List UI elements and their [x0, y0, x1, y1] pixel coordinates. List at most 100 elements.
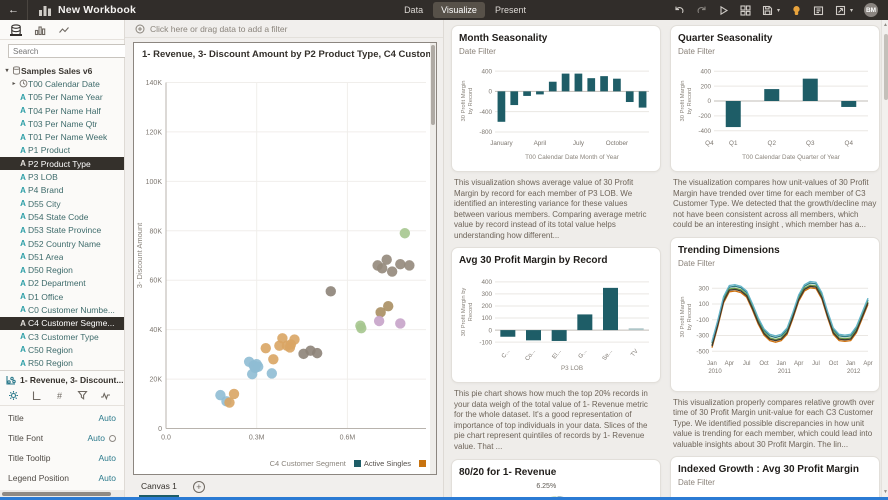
- tree-item-t01-per-name-week[interactable]: A T01 Per Name Week: [0, 130, 124, 143]
- insights-vscrollbar[interactable]: ▲ ▼: [881, 20, 888, 497]
- share-caret-icon[interactable]: ▾: [849, 7, 853, 14]
- analytics-tab-icon[interactable]: [58, 24, 70, 36]
- user-avatar[interactable]: BM: [864, 3, 878, 17]
- property-value[interactable]: Auto: [88, 433, 116, 443]
- svg-text:Oct: Oct: [829, 361, 839, 367]
- workbook-logo-icon: [38, 3, 52, 17]
- save-caret-icon[interactable]: ▾: [776, 7, 780, 14]
- property-title[interactable]: Title Auto: [0, 408, 124, 428]
- insight-card-trending-dimensions[interactable]: Trending Dimensions Date Filter 300 100 -100…: [670, 236, 880, 392]
- search-input[interactable]: [8, 44, 128, 58]
- tab-visualize[interactable]: Visualize: [433, 2, 485, 18]
- tree-item-t03-per-name-qtr[interactable]: A T03 Per Name Qtr: [0, 117, 124, 130]
- redo-icon[interactable]: [696, 5, 707, 16]
- svg-text:-100: -100: [696, 317, 709, 324]
- svg-text:January: January: [490, 140, 513, 147]
- tree-item-t05-per-name-year[interactable]: A T05 Per Name Year: [0, 91, 124, 104]
- tree-item-c50-region[interactable]: A C50 Region: [0, 343, 124, 356]
- values-tab-icon[interactable]: #: [56, 390, 62, 401]
- share-icon[interactable]: [835, 5, 846, 16]
- preview-icon[interactable]: [718, 5, 729, 16]
- svg-text:by Record: by Record: [687, 88, 693, 114]
- svg-text:0: 0: [707, 98, 711, 105]
- tree-item-d55-city[interactable]: A D55 City: [0, 197, 124, 210]
- property-value[interactable]: Auto: [98, 413, 117, 423]
- attribute-icon: A: [20, 132, 26, 142]
- tree-item-label: D50 Region: [28, 265, 73, 276]
- canvas-tab[interactable]: Canvas 1: [139, 477, 179, 497]
- svg-text:-800: -800: [479, 129, 492, 136]
- tree-item-t00-calendar-date[interactable]: ▸ T00 Calendar Date: [0, 77, 124, 90]
- view-tabs: Data Visualize Present: [396, 2, 534, 18]
- tree-item-c4-customer-segme[interactable]: A C4 Customer Segme...: [0, 316, 124, 330]
- clock-icon: [18, 79, 28, 88]
- axes-tab-icon[interactable]: [31, 390, 42, 401]
- tree-item-c3-customer-type[interactable]: A C3 Customer Type: [0, 330, 124, 343]
- expand-arrow-icon[interactable]: ▾: [5, 68, 9, 75]
- svg-text:Q4: Q4: [845, 140, 854, 147]
- svg-text:80K: 80K: [150, 228, 163, 235]
- properties-tab-icon[interactable]: [8, 390, 19, 401]
- insight-card-80-20-for-1-revenue[interactable]: 80/20 for 1- Revenue 40.17%24.01%17.39%12…: [451, 458, 661, 497]
- property-value[interactable]: Auto: [98, 473, 117, 483]
- attribute-icon: A: [20, 239, 26, 248]
- insight-card-month-seasonality[interactable]: Month Seasonality Date Filter 400 0 -400 -800…: [451, 25, 661, 172]
- tab-data[interactable]: Data: [404, 5, 424, 15]
- tree-item-p1-product[interactable]: A P1 Product: [0, 144, 124, 157]
- filter-bar[interactable]: Click here or drag data to add a filter: [125, 20, 443, 38]
- legend-item[interactable]: [419, 459, 426, 468]
- insight-card-quarter-seasonality[interactable]: Quarter Seasonality Date Filter 400 200 0 -20…: [670, 25, 880, 172]
- tree-item-d53-state-province[interactable]: A D53 State Province: [0, 224, 124, 237]
- property-value[interactable]: Auto: [98, 453, 117, 463]
- insight-card-title: Trending Dimensions: [678, 244, 780, 256]
- analytics-grammar-icon[interactable]: [100, 390, 111, 401]
- svg-text:T00 Calendar Date Quarter of Y: T00 Calendar Date Quarter of Year: [742, 154, 840, 161]
- tree-item-d52-country-name[interactable]: A D52 Country Name: [0, 237, 124, 250]
- filters-tab-icon[interactable]: [77, 390, 88, 401]
- tree-item-t04-per-name-half[interactable]: A T04 Per Name Half: [0, 104, 124, 117]
- undo-icon[interactable]: [674, 5, 685, 16]
- svg-text:2012: 2012: [847, 369, 861, 375]
- tree-item-d54-state-code[interactable]: A D54 State Code: [0, 210, 124, 223]
- date-filter-label: Date Filter: [459, 47, 496, 56]
- viz-vscrollbar[interactable]: [430, 43, 436, 474]
- auto-insights-icon[interactable]: [791, 5, 802, 16]
- insights-column-right: Quarter Seasonality Date Filter 400 200 0 -20…: [670, 25, 880, 497]
- add-canvas-icon[interactable]: +: [192, 481, 205, 493]
- property-title-font[interactable]: Title Font Auto: [0, 428, 124, 448]
- svg-text:400: 400: [700, 68, 711, 75]
- visualizations-tab-icon[interactable]: [34, 24, 46, 36]
- sidebar-hscrollbar[interactable]: [0, 490, 124, 497]
- legend-item[interactable]: Active Singles: [353, 459, 411, 468]
- data-tab-icon[interactable]: [10, 23, 22, 36]
- tree-item-p4-brand[interactable]: A P4 Brand: [0, 184, 124, 197]
- insight-description: The visualization compares how unit-valu…: [673, 178, 877, 230]
- insight-card-avg-30-profit-margin-by-record[interactable]: Avg 30 Profit Margin by Record 400 300 200 1…: [451, 247, 661, 384]
- date-filter-label: Date Filter: [678, 478, 715, 488]
- svg-text:2010: 2010: [708, 369, 722, 375]
- tree-item-r50-region[interactable]: A R50 Region: [0, 357, 124, 370]
- tree-item-p3-lob[interactable]: A P3 LOB: [0, 170, 124, 183]
- insight-card-indexed-growth-avg-30-profit-margin[interactable]: Indexed Growth : Avg 30 Profit Margin Dat…: [670, 456, 880, 497]
- back-button[interactable]: ←: [0, 0, 28, 20]
- canvas-layout-icon[interactable]: [740, 4, 751, 16]
- export-icon[interactable]: [813, 5, 824, 16]
- scatter-visualization[interactable]: 1- Revenue, 3- Discount Amount by P2 Pro…: [133, 42, 437, 475]
- tree-item-d2-department[interactable]: A D2 Department: [0, 277, 124, 290]
- tree-item-d51-area[interactable]: A D51 Area: [0, 250, 124, 263]
- tab-present[interactable]: Present: [494, 5, 526, 15]
- save-icon[interactable]: [762, 5, 773, 16]
- tree-item-p2-product-type[interactable]: A P2 Product Type: [0, 157, 124, 171]
- property-legend-position[interactable]: Legend Position Auto: [0, 468, 124, 488]
- property-title-tooltip[interactable]: Title Tooltip Auto: [0, 448, 124, 468]
- expand-arrow-icon[interactable]: ▸: [12, 81, 16, 88]
- attribute-icon: A: [20, 332, 26, 342]
- tree-item-c0-customer-numbe[interactable]: A C0 Customer Numbe...: [0, 303, 124, 316]
- tree-item-d50-region[interactable]: A D50 Region: [0, 263, 124, 276]
- tree-item-samples-sales-v6[interactable]: ▾ Samples Sales v6: [0, 64, 124, 77]
- tree-item-d1-office[interactable]: A D1 Office: [0, 290, 124, 303]
- reset-icon[interactable]: [109, 434, 116, 442]
- grammar-panel: 1- Revenue, 3- Discount... # Title Auto Ti…: [0, 370, 124, 497]
